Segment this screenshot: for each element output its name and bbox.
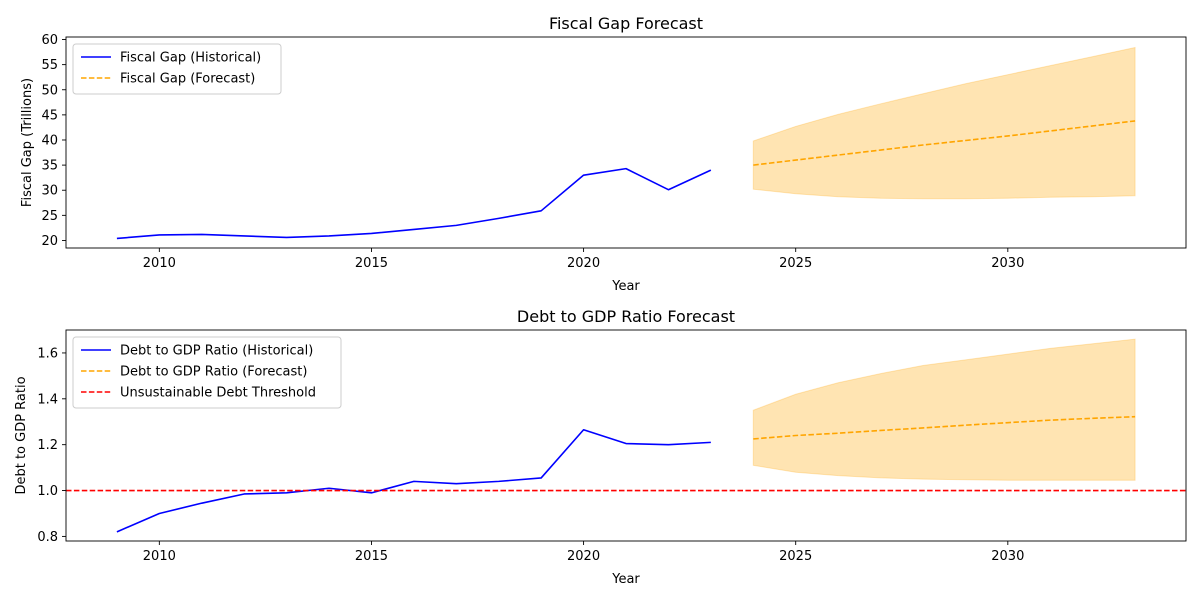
chart-0-x-tick-label: 2030 xyxy=(991,256,1024,271)
chart-0-title: Fiscal Gap Forecast xyxy=(549,14,703,33)
chart-0-y-tick-label: 30 xyxy=(41,184,58,199)
chart-1-y-tick-label: 1.0 xyxy=(37,484,58,499)
chart-0-x-tick-label: 2015 xyxy=(355,256,388,271)
chart-1-x-tick-label: 2030 xyxy=(991,549,1024,564)
chart-0-y-axis-label: Fiscal Gap (Trillions) xyxy=(20,78,35,207)
chart-1-legend xyxy=(72,336,342,409)
chart-1-legend-label-0: Debt to GDP Ratio (Historical) xyxy=(120,344,313,359)
chart-0-y-tick-label: 60 xyxy=(41,33,58,48)
chart-1-title: Debt to GDP Ratio Forecast xyxy=(517,307,735,326)
chart-1-legend-label-1: Debt to GDP Ratio (Forecast) xyxy=(120,365,307,380)
debt-to-gdp-chart: Debt to GDP Ratio Forecast 2010 2015 2020 20… xyxy=(14,307,1187,587)
chart-1-x-tick-label: 2015 xyxy=(355,549,388,564)
chart-0-y-tick-label: 35 xyxy=(41,159,58,174)
chart-1-x-tick-label: 2025 xyxy=(779,549,812,564)
chart-1-y-tick-label: 1.6 xyxy=(37,346,58,361)
chart-1-x-axis-label: Year xyxy=(611,572,640,587)
chart-1-legend-label-2: Unsustainable Debt Threshold xyxy=(120,386,316,401)
chart-0-y-tick-label: 20 xyxy=(41,234,58,249)
chart-0-series-1-line xyxy=(753,120,1136,166)
chart-1-series-1-line xyxy=(753,415,1136,440)
chart-0-x-tick-label: 2025 xyxy=(779,256,812,271)
chart-1-forecast-band xyxy=(752,338,1136,481)
chart-0-legend xyxy=(72,43,282,95)
chart-1-y-axis-label: Debt to GDP Ratio xyxy=(14,376,29,494)
chart-1-x-tick-label: 2020 xyxy=(567,549,600,564)
chart-0-y-tick-label: 40 xyxy=(41,133,58,148)
chart-1-y-tick-label: 0.8 xyxy=(37,530,58,545)
chart-1-axes-frame xyxy=(65,329,1187,542)
chart-0-legend-label-1: Fiscal Gap (Forecast) xyxy=(120,72,255,87)
chart-0-forecast-band xyxy=(752,46,1136,200)
chart-0-x-axis-label: Year xyxy=(611,279,640,294)
chart-0-y-tick-label: 25 xyxy=(41,209,58,224)
chart-1-series-0-line xyxy=(116,428,711,533)
chart-0-y-tick-label: 55 xyxy=(41,58,58,73)
chart-1-y-tick-label: 1.4 xyxy=(37,392,58,407)
chart-0-axes-frame xyxy=(65,36,1187,249)
chart-0-y-tick-label: 45 xyxy=(41,108,58,123)
chart-0-x-tick-label: 2010 xyxy=(143,256,176,271)
chart-0-legend-label-0: Fiscal Gap (Historical) xyxy=(120,51,261,66)
chart-0-y-tick-label: 50 xyxy=(41,83,58,98)
chart-0-x-tick-label: 2020 xyxy=(567,256,600,271)
chart-0-series-0-line xyxy=(116,167,712,240)
chart-1-x-tick-label: 2010 xyxy=(143,549,176,564)
chart-1-y-tick-label: 1.2 xyxy=(37,438,58,453)
